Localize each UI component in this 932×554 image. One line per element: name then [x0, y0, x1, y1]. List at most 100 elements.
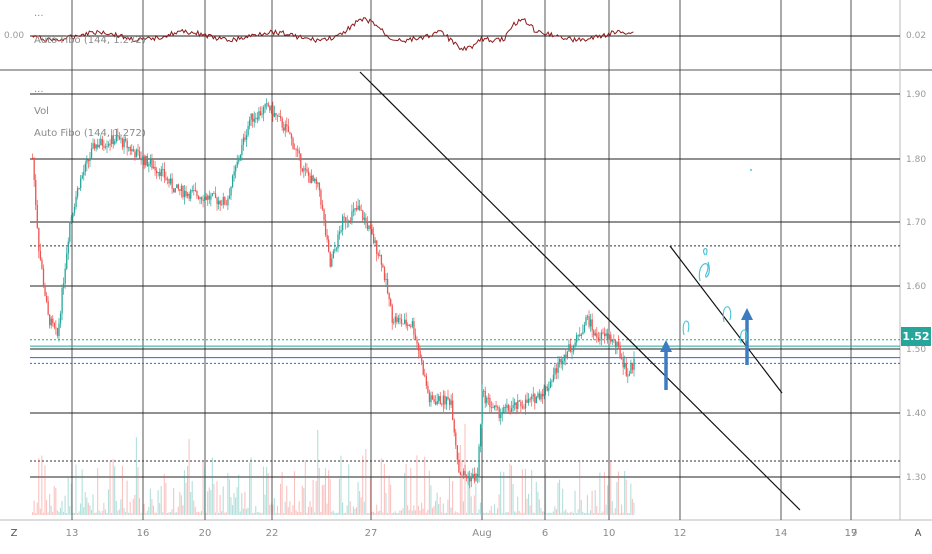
volume-bar: [572, 513, 575, 515]
candle-body: [616, 341, 618, 347]
candle-body: [117, 135, 119, 137]
volume-bar: [588, 512, 590, 515]
candle-body: [355, 208, 358, 210]
volume-bar: [297, 512, 299, 515]
candle-body: [565, 354, 567, 359]
volume-bar: [218, 512, 220, 515]
volume-bar: [179, 491, 181, 515]
candle-body: [314, 178, 316, 181]
volume-bar: [379, 510, 381, 515]
volume-bar: [424, 456, 426, 515]
zoom-icon[interactable]: Z: [10, 527, 18, 539]
candle-body: [165, 177, 167, 180]
candle-body: [554, 368, 556, 375]
volume-bar: [123, 507, 125, 515]
volume-bar: [128, 512, 130, 515]
candle-body: [81, 175, 83, 179]
volume-bar: [408, 509, 410, 515]
candle-body: [483, 390, 485, 392]
candle-body: [462, 471, 465, 476]
candle-body: [123, 138, 125, 148]
volume-bar: [135, 437, 137, 515]
candle-body: [566, 351, 569, 359]
candle-body: [95, 144, 97, 149]
volume-bar: [188, 438, 190, 515]
volume-bar: [315, 481, 317, 515]
candle-body: [529, 398, 531, 400]
volume-bar: [362, 455, 364, 515]
candle-body: [472, 473, 474, 477]
candle-body: [214, 193, 217, 198]
candle-body: [183, 190, 186, 198]
candle-body: [399, 318, 401, 320]
volume-bar: [244, 492, 246, 515]
volume-bar: [75, 464, 77, 515]
volume-bar: [219, 495, 221, 515]
volume-bar: [633, 502, 635, 515]
volume-bar: [388, 475, 390, 515]
candle-body: [306, 168, 308, 172]
volume-bar: [411, 510, 413, 515]
volume-bar: [312, 479, 314, 515]
volume-bar: [35, 512, 37, 515]
candle-body: [143, 156, 145, 166]
candle-body: [599, 339, 601, 341]
volume-bar: [281, 471, 283, 515]
volume-bar: [190, 492, 192, 515]
volume-bar: [479, 502, 482, 515]
volume-bar: [371, 511, 373, 515]
volume-bar: [483, 512, 485, 515]
volume-bar: [590, 510, 592, 515]
candle-body: [467, 476, 469, 479]
volume-bar: [569, 512, 571, 515]
candle-body: [84, 163, 86, 172]
candle-body: [560, 358, 562, 365]
candle-body: [89, 157, 91, 162]
volume-bar: [603, 472, 606, 515]
auto-scale-icon[interactable]: A: [914, 527, 922, 539]
volume-bar: [262, 466, 265, 515]
candle-body: [466, 475, 468, 479]
candle-body: [87, 159, 90, 162]
volume-bar: [366, 512, 368, 515]
volume-bar: [272, 504, 274, 515]
candle-body: [241, 144, 243, 156]
volume-bar: [72, 512, 74, 515]
candle-body: [481, 391, 483, 425]
volume-bar: [42, 512, 44, 515]
volume-bar: [183, 470, 185, 515]
volume-bar: [373, 511, 375, 515]
y-tick-label: 1.50: [906, 345, 926, 355]
volume-bar: [348, 464, 350, 515]
candle-body: [255, 117, 257, 119]
candle-body: [50, 318, 52, 326]
volume-bar: [529, 505, 531, 515]
volume-bar: [503, 471, 505, 515]
volume-bar: [369, 478, 371, 515]
volume-bar: [359, 491, 361, 515]
candle-body: [329, 251, 331, 267]
volume-bar: [38, 458, 40, 515]
volume-bar: [301, 485, 303, 515]
candle-body: [323, 209, 325, 220]
x-tick-label: 17: [845, 528, 858, 539]
volume-bar: [538, 499, 540, 515]
volume-bar: [512, 484, 514, 515]
volume-bar: [393, 512, 395, 515]
candle-body: [247, 125, 249, 136]
volume-bar: [566, 512, 568, 515]
candle-body: [200, 197, 203, 200]
volume-bar: [376, 504, 378, 515]
volume-bar: [607, 485, 609, 515]
volume-bar: [270, 503, 272, 515]
candle-body: [551, 381, 553, 383]
candle-body: [430, 395, 432, 403]
candle-body: [98, 144, 100, 148]
candle-body: [534, 394, 536, 404]
volume-bar: [143, 503, 145, 515]
candle-body: [103, 145, 105, 148]
candle-body: [421, 357, 423, 362]
volume-bar: [165, 482, 167, 515]
